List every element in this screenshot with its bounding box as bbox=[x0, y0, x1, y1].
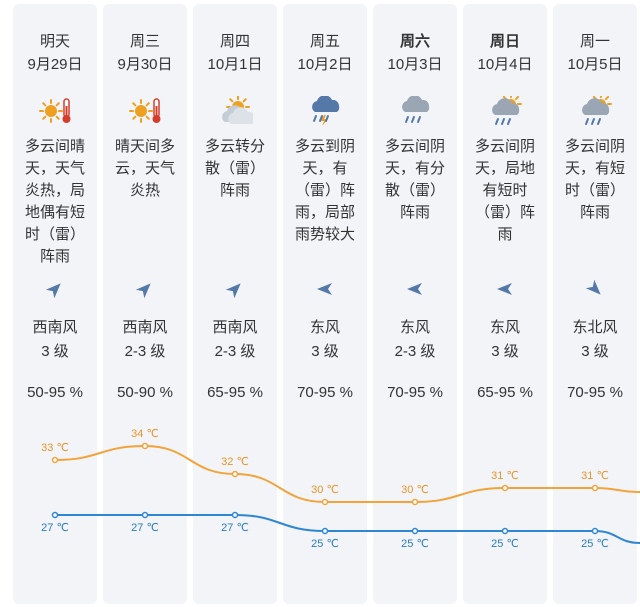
humidity-range: 65-95 % bbox=[207, 384, 263, 401]
humidity-range: 50-95 % bbox=[27, 384, 83, 401]
low-temperature-point bbox=[51, 511, 59, 519]
high-temperature-point bbox=[231, 470, 239, 478]
low-temperature-point bbox=[231, 511, 239, 519]
low-temperature-point bbox=[141, 511, 149, 519]
high-temperature-label: 32 ℃ bbox=[221, 456, 249, 468]
low-temperature-label: 27 ℃ bbox=[131, 522, 159, 534]
day-name: 明天 bbox=[39, 33, 70, 50]
wind-direction: 东风 bbox=[309, 319, 340, 336]
weather-description: 晴天间多云，天气炎热 bbox=[114, 138, 175, 199]
low-temperature-point bbox=[321, 527, 329, 535]
cloud-rain-icon bbox=[402, 96, 430, 123]
day-date: 9月29日 bbox=[27, 56, 83, 73]
high-temperature-point bbox=[591, 484, 599, 492]
forecast-day-column: 周四 10月1日 多云转分散（雷）阵雨 西南风 2-3 级 65-95 % bbox=[193, 4, 277, 604]
high-temperature-label: 34 ℃ bbox=[131, 428, 159, 440]
high-temperature-line bbox=[54, 444, 640, 504]
day-date: 10月5日 bbox=[567, 56, 623, 73]
sun-cloud-rain-icon bbox=[492, 96, 522, 125]
high-temperature-label: 30 ℃ bbox=[401, 484, 429, 496]
day-name: 周一 bbox=[579, 33, 610, 50]
high-temperature-label: 30 ℃ bbox=[311, 484, 339, 496]
wind-direction-icon bbox=[135, 283, 151, 299]
wind-level: 2-3 级 bbox=[394, 343, 436, 360]
wind-level: 3 级 bbox=[41, 343, 69, 360]
thunderstorm-icon bbox=[312, 96, 340, 126]
day-date: 9月30日 bbox=[117, 56, 173, 73]
humidity-range: 70-95 % bbox=[387, 384, 443, 401]
high-temperature-label: 31 ℃ bbox=[491, 470, 519, 482]
day-name: 周四 bbox=[219, 33, 250, 50]
wind-level: 2-3 级 bbox=[124, 343, 166, 360]
forecast-day-column: 周一 10月5日 多云间阴天，有短时（雷）阵雨 东北风 3 级 70-95 % bbox=[553, 4, 637, 604]
wind-direction: 东北风 bbox=[572, 319, 618, 336]
low-temperature-point bbox=[501, 527, 509, 535]
forecast-day-column: 周日 10月4日 多云间阴天，局地有短时（雷）阵雨 东风 3 级 65-95 % bbox=[463, 4, 547, 604]
humidity-range: 50-90 % bbox=[117, 384, 173, 401]
weather-description: 多云间阴天，局地有短时（雷）阵雨 bbox=[474, 138, 535, 243]
weather-description: 多云间晴天，天气炎热，局地偶有短时（雷）阵雨 bbox=[24, 138, 85, 265]
wind-direction-icon bbox=[407, 283, 422, 295]
low-temperature-point bbox=[591, 527, 599, 535]
humidity-range: 70-95 % bbox=[567, 384, 623, 401]
sunny-hot-icon bbox=[39, 98, 71, 123]
wind-direction: 东风 bbox=[399, 319, 430, 336]
weather-description: 多云间阴天，有短时（雷）阵雨 bbox=[564, 138, 625, 221]
wind-direction-icon bbox=[317, 283, 332, 295]
low-temperature-line bbox=[55, 513, 640, 544]
day-date: 10月4日 bbox=[477, 56, 533, 73]
humidity-range: 65-95 % bbox=[477, 384, 533, 401]
weather-description: 多云转分散（雷）阵雨 bbox=[204, 138, 265, 199]
forecast-day-column: 周三 9月30日 晴天间多云，天气炎热 西南风 2-3 级 50-90 % bbox=[103, 4, 187, 604]
wind-level: 3 级 bbox=[491, 343, 519, 360]
forecast-day-column: 周五 10月2日 多云到阴天，有（雷）阵雨，局部雨势较大 东风 3 级 70-9… bbox=[283, 4, 367, 604]
low-temperature-label: 27 ℃ bbox=[221, 522, 249, 534]
wind-direction: 西南风 bbox=[212, 319, 258, 336]
wind-level: 3 级 bbox=[581, 343, 609, 360]
wind-level: 2-3 级 bbox=[214, 343, 256, 360]
low-temperature-label: 25 ℃ bbox=[491, 538, 519, 550]
day-name: 周三 bbox=[129, 33, 160, 50]
high-temperature-point bbox=[501, 484, 509, 492]
partly-cloudy-icon bbox=[222, 96, 253, 124]
high-temperature-point bbox=[141, 442, 149, 450]
forecast-day-column: 明天 9月29日 多云间晴天，天气炎热，局地偶有短时（雷）阵雨 西南风 3 级 … bbox=[13, 4, 97, 604]
high-temperature-label: 33 ℃ bbox=[41, 442, 69, 454]
sun-cloud-rain-icon bbox=[582, 96, 612, 125]
high-temperature-point bbox=[321, 498, 329, 506]
low-temperature-label: 25 ℃ bbox=[581, 538, 609, 550]
wind-level: 3 级 bbox=[311, 343, 339, 360]
wind-direction-icon bbox=[585, 279, 601, 295]
high-temperature-label: 31 ℃ bbox=[581, 470, 609, 482]
sunny-hot-icon bbox=[129, 98, 161, 123]
day-name: 周六 bbox=[399, 33, 430, 50]
low-temperature-label: 27 ℃ bbox=[41, 522, 69, 534]
day-date: 10月1日 bbox=[207, 56, 263, 73]
wind-direction-icon bbox=[45, 283, 61, 299]
weather-description: 多云间阴天，有分散（雷）阵雨 bbox=[384, 138, 445, 221]
wind-direction: 西南风 bbox=[32, 319, 78, 336]
day-date: 10月2日 bbox=[297, 56, 353, 73]
weather-description: 多云到阴天，有（雷）阵雨，局部雨势较大 bbox=[294, 138, 355, 243]
day-name: 周五 bbox=[309, 33, 340, 50]
day-date: 10月3日 bbox=[387, 56, 443, 73]
wind-direction: 东风 bbox=[489, 319, 520, 336]
day-name: 周日 bbox=[489, 33, 520, 50]
wind-direction-icon bbox=[225, 283, 241, 299]
humidity-range: 70-95 % bbox=[297, 384, 353, 401]
high-temperature-point bbox=[51, 456, 59, 464]
high-temperature-point bbox=[411, 498, 419, 506]
low-temperature-label: 25 ℃ bbox=[401, 538, 429, 550]
low-temperature-label: 25 ℃ bbox=[311, 538, 339, 550]
wind-direction: 西南风 bbox=[122, 319, 168, 336]
wind-direction-icon bbox=[497, 283, 512, 295]
low-temperature-point bbox=[411, 527, 419, 535]
